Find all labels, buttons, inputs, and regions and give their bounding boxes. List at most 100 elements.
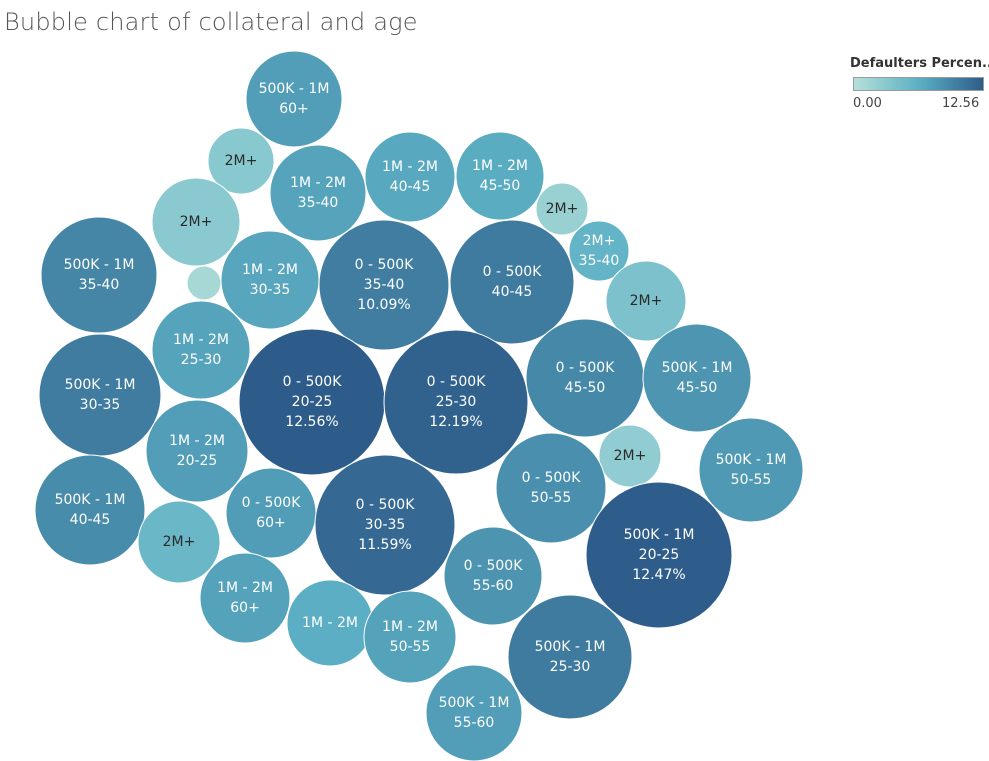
- bubble[interactable]: 500K - 1M 35-40: [40, 216, 158, 334]
- bubble[interactable]: 1M - 2M 35-40: [269, 144, 367, 242]
- bubble-circle[interactable]: [186, 265, 222, 301]
- bubble-collateral-label: 500K - 1M: [64, 257, 135, 273]
- bubble-circle[interactable]: [207, 127, 275, 195]
- bubble-circle[interactable]: [642, 323, 752, 433]
- bubble[interactable]: 500K - 1M 60+: [245, 50, 343, 148]
- bubble-circle[interactable]: [449, 219, 575, 345]
- bubble[interactable]: 500K - 1M 20-25 12.47%: [585, 481, 733, 629]
- bubble-collateral-label: 2M+: [546, 201, 579, 217]
- bubble-circle[interactable]: [598, 424, 662, 488]
- bubble-age-label: 40-45: [390, 179, 431, 195]
- bubble[interactable]: 2M+ 35-40: [568, 220, 630, 282]
- bubble-circle[interactable]: [525, 318, 645, 438]
- bubble-circle[interactable]: [698, 417, 804, 523]
- bubble-circle[interactable]: [137, 500, 221, 584]
- bubble-collateral-label: 500K - 1M: [259, 81, 330, 97]
- bubble-circle[interactable]: [363, 590, 457, 684]
- bubble[interactable]: 500K - 1M 30-35: [38, 333, 162, 457]
- bubble-age-label: 40-45: [70, 512, 111, 528]
- bubble-circle[interactable]: [364, 131, 456, 223]
- bubble-collateral-label: 0 - 500K: [464, 558, 524, 574]
- bubble-circle[interactable]: [314, 454, 456, 596]
- bubble-circle[interactable]: [507, 594, 633, 720]
- bubble[interactable]: 0 - 500K 45-50: [525, 318, 645, 438]
- bubble-circle[interactable]: [199, 552, 291, 644]
- bubble-age-label: 25-30: [550, 659, 591, 675]
- bubble[interactable]: 2M+: [605, 260, 687, 342]
- bubble-circle[interactable]: [225, 467, 317, 559]
- bubble[interactable]: 2M+: [535, 182, 589, 236]
- bubble-collateral-label: 0 - 500K: [427, 374, 487, 390]
- bubble-collateral-label: 2M+: [225, 153, 258, 169]
- bubble-circle[interactable]: [568, 220, 630, 282]
- bubble[interactable]: 1M - 2M 20-25: [145, 399, 249, 503]
- bubble-circle[interactable]: [383, 329, 529, 475]
- bubble-collateral-label: 1M - 2M: [472, 158, 528, 174]
- bubble[interactable]: 0 - 500K 20-25 12.56%: [238, 328, 386, 476]
- bubble-circle[interactable]: [318, 219, 450, 351]
- bubble-circle[interactable]: [245, 50, 343, 148]
- bubble-circle[interactable]: [585, 481, 733, 629]
- bubble-circle[interactable]: [443, 526, 543, 626]
- bubble-circle[interactable]: [145, 399, 249, 503]
- bubble[interactable]: 2M+: [151, 177, 241, 267]
- bubble[interactable]: 0 - 500K 25-30 12.19%: [383, 329, 529, 475]
- bubble-age-label: 40-45: [492, 284, 533, 300]
- chart-title: Bubble chart of collateral and age: [4, 8, 418, 36]
- bubble[interactable]: 0 - 500K 50-55: [495, 432, 607, 544]
- bubble-circle[interactable]: [269, 144, 367, 242]
- bubble-circle[interactable]: [605, 260, 687, 342]
- bubble-age-label: 30-35: [250, 282, 291, 298]
- bubble[interactable]: 0 - 500K 60+: [225, 467, 317, 559]
- bubble-collateral-label: 2M+: [583, 233, 616, 249]
- bubble-collateral-label: 2M+: [630, 293, 663, 309]
- bubble[interactable]: 0 - 500K 55-60: [443, 526, 543, 626]
- bubble-collateral-label: 500K - 1M: [535, 639, 606, 655]
- bubble[interactable]: 0 - 500K 35-40 10.09%: [318, 219, 450, 351]
- bubble[interactable]: 2M+: [137, 500, 221, 584]
- bubble-age-label: 20-25: [177, 453, 218, 469]
- bubble-collateral-label: 1M - 2M: [242, 262, 298, 278]
- bubble[interactable]: 1M - 2M 45-50: [455, 131, 545, 221]
- bubble-collateral-label: 1M - 2M: [173, 332, 229, 348]
- bubble-circle[interactable]: [455, 131, 545, 221]
- bubble-age-label: 35-40: [79, 277, 120, 293]
- bubble-circle[interactable]: [40, 216, 158, 334]
- bubble-circle[interactable]: [38, 333, 162, 457]
- bubble-circle[interactable]: [34, 454, 146, 566]
- bubble-circle[interactable]: [220, 230, 320, 330]
- bubble[interactable]: 1M - 2M 50-55: [363, 590, 457, 684]
- bubble-collateral-label: 1M - 2M: [217, 580, 273, 596]
- bubble[interactable]: 2M+: [207, 127, 275, 195]
- bubble-collateral-label: 0 - 500K: [556, 360, 616, 376]
- bubble-circle[interactable]: [495, 432, 607, 544]
- bubble-collateral-label: 500K - 1M: [662, 360, 733, 376]
- bubble-circle[interactable]: [151, 177, 241, 267]
- bubble[interactable]: 500K - 1M 50-55: [698, 417, 804, 523]
- bubble-age-label: 60+: [230, 600, 260, 616]
- legend-max-label: 12.56: [942, 96, 980, 111]
- bubble[interactable]: 1M - 2M 30-35: [220, 230, 320, 330]
- bubble[interactable]: 2M+: [598, 424, 662, 488]
- bubble-circle[interactable]: [535, 182, 589, 236]
- bubble[interactable]: 0 - 500K 40-45: [449, 219, 575, 345]
- bubble[interactable]: 500K - 1M 55-60: [425, 664, 523, 761]
- bubble[interactable]: 500K - 1M 25-30: [507, 594, 633, 720]
- bubble[interactable]: 1M - 2M 60+: [199, 552, 291, 644]
- bubble-collateral-label: 500K - 1M: [55, 492, 126, 508]
- bubble-age-label: 20-25: [639, 547, 680, 563]
- bubble-age-label: 60+: [279, 101, 309, 117]
- bubble-circle[interactable]: [151, 300, 251, 400]
- bubble[interactable]: 1M - 2M: [286, 579, 374, 667]
- bubble-collateral-label: 500K - 1M: [65, 377, 136, 393]
- bubble[interactable]: [186, 265, 222, 301]
- legend-title: Defaulters Percen..: [850, 56, 989, 71]
- bubble[interactable]: 1M - 2M 25-30: [151, 300, 251, 400]
- bubble[interactable]: 0 - 500K 30-35 11.59%: [314, 454, 456, 596]
- bubble[interactable]: 1M - 2M 40-45: [364, 131, 456, 223]
- bubble-circle[interactable]: [425, 664, 523, 761]
- bubble-age-label: 50-55: [531, 490, 572, 506]
- bubble[interactable]: 500K - 1M 45-50: [642, 323, 752, 433]
- bubble[interactable]: 500K - 1M 40-45: [34, 454, 146, 566]
